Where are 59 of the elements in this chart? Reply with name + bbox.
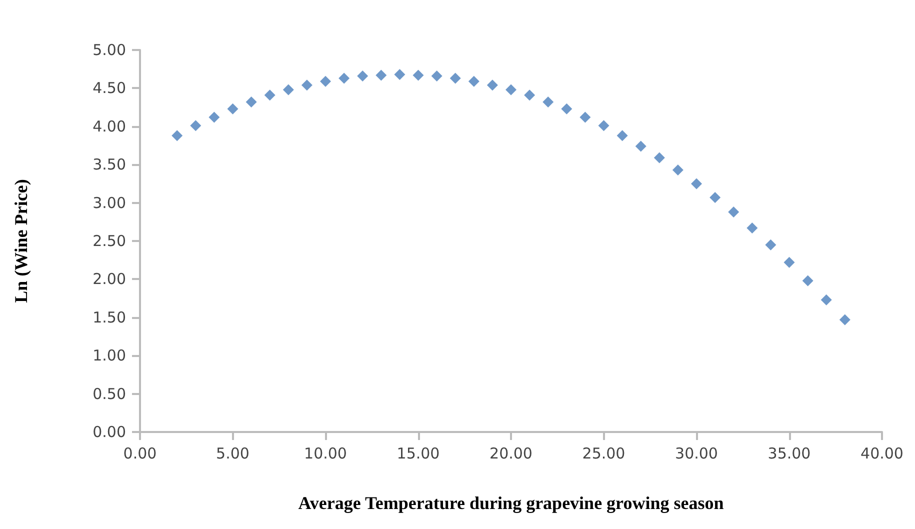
point [338,72,350,84]
y-tick-label: 2.00 [92,270,126,288]
point [394,68,406,80]
y-axis-title: Ln (Wine Price) [11,179,31,303]
point [506,84,516,96]
point [227,103,238,114]
y-tick-label: 5.00 [92,41,126,59]
point [190,120,202,132]
x-axis-title: Average Temperature during grapevine growing season [298,493,724,513]
x-tick-label: 35.00 [768,444,811,462]
point [357,70,368,82]
point [246,96,257,108]
y-tick-label: 4.00 [92,117,126,136]
x-tick-label: 40.00 [860,444,904,462]
y-tick-label: 1.50 [92,308,126,326]
point [542,96,554,108]
point [431,70,442,82]
x-tick-label: 10.00 [304,444,347,462]
point [820,294,832,306]
point [691,178,702,190]
y-tick-label: 3.50 [92,156,126,174]
point [728,206,740,218]
point [598,120,610,132]
point [839,314,850,326]
point [264,90,276,101]
point [376,70,387,81]
point [320,76,331,87]
x-tick-label: 30.00 [675,444,718,462]
x-tick-label: 20.00 [490,444,532,462]
point [524,90,536,101]
x-tick-label: 15.00 [396,444,440,462]
point [412,70,424,81]
x-tick-label: 25.00 [582,444,626,462]
point [616,130,628,142]
point [282,84,294,96]
point [486,80,498,91]
x-tick-label: 0.00 [123,444,157,462]
point [635,140,646,152]
y-tick-label: 4.50 [92,79,126,98]
y-tick-label: 1.00 [92,346,126,365]
y-tick-label: 0.50 [92,384,126,403]
point [172,130,183,142]
point [468,76,480,87]
point [710,192,721,203]
y-tick-label: 2.50 [92,232,126,250]
point [450,72,461,84]
y-tick-label: 3.00 [92,194,126,212]
point [672,164,684,176]
point [208,112,220,123]
y-tick-label: 0.00 [92,423,126,441]
point [746,222,758,234]
point [802,275,814,286]
point [301,80,312,91]
point [561,103,572,114]
point [580,112,591,123]
point [765,239,776,250]
point [654,152,665,164]
x-tick-label: 5.00 [216,444,250,462]
point [784,256,795,268]
